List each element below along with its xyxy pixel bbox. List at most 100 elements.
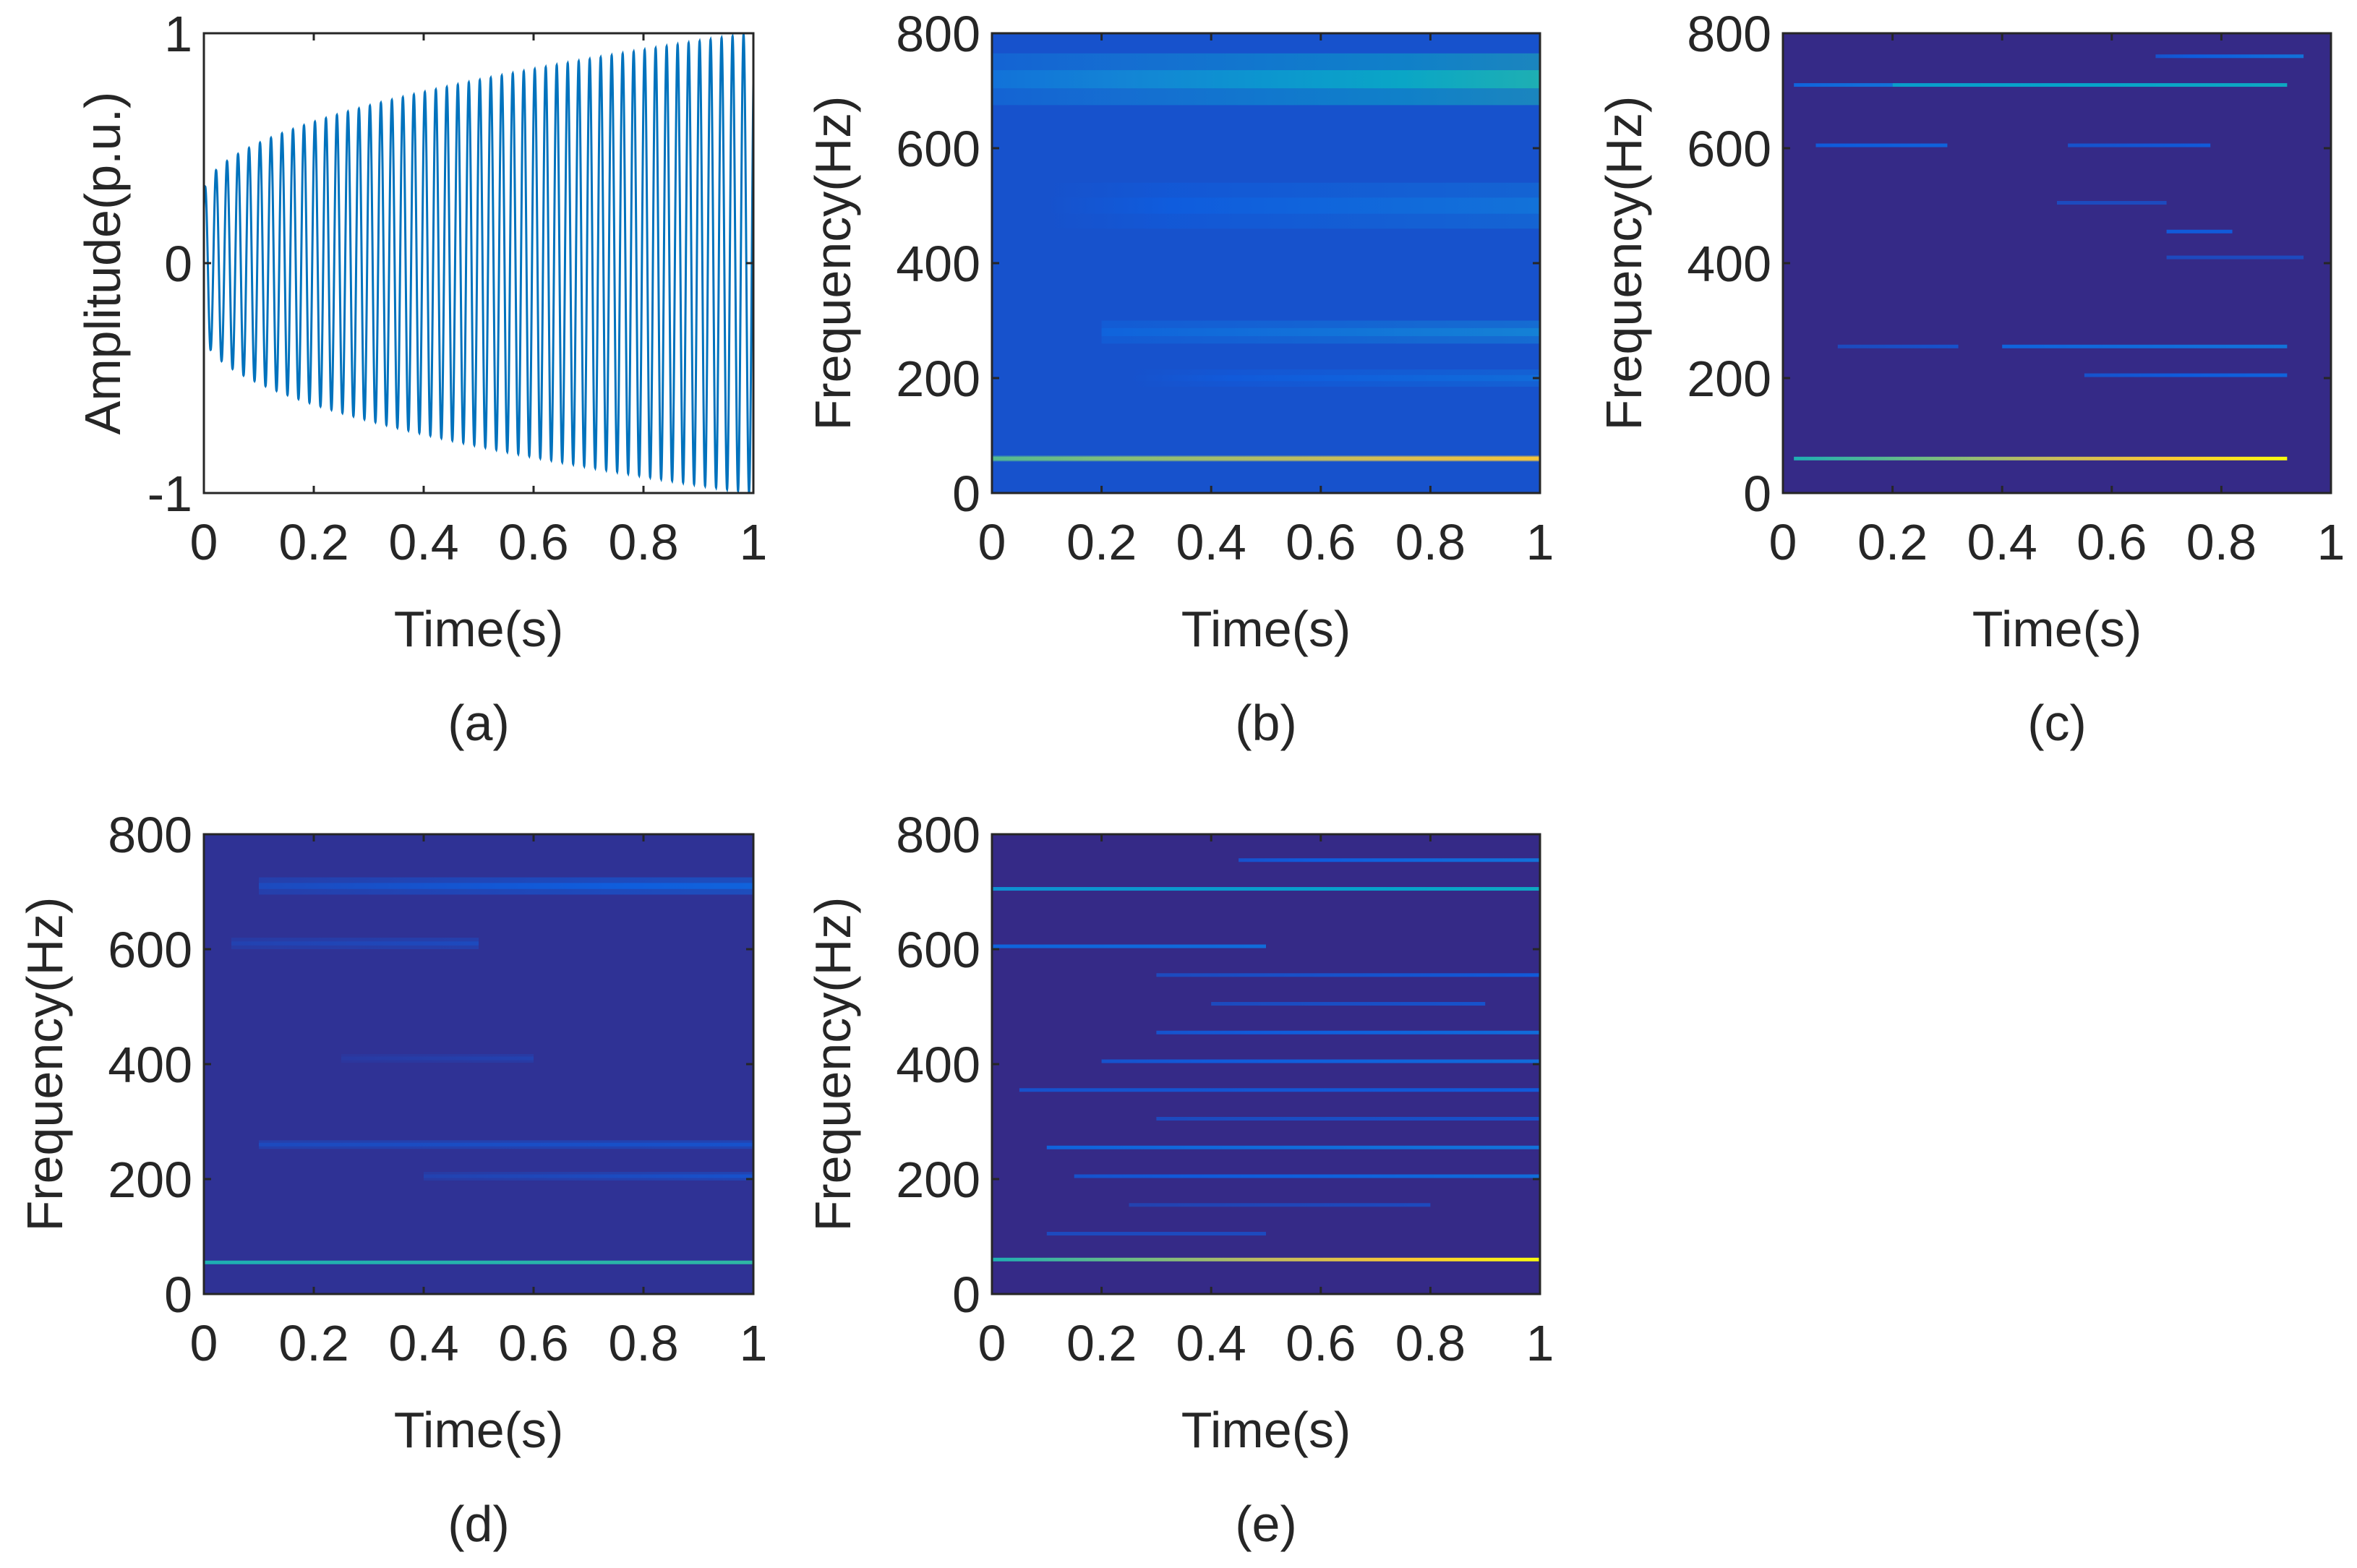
- spectral-band: [341, 1056, 534, 1061]
- spectral-band: [1101, 1059, 1540, 1063]
- heatmap-e: [992, 834, 1540, 1294]
- x-axis-label: Time(s): [1181, 1402, 1351, 1458]
- y-axis-label: Frequency(Hz): [805, 96, 861, 431]
- spectral-band: [992, 887, 1540, 891]
- y-tick-label: 400: [108, 1037, 192, 1093]
- x-tick-label: 0.6: [1286, 1315, 1356, 1371]
- x-tick-label: 1: [740, 514, 768, 570]
- spectral-band: [231, 941, 479, 946]
- x-tick-label: 0: [978, 514, 1006, 570]
- spectral-band: [1815, 143, 1948, 147]
- spectral-band: [1074, 1174, 1540, 1178]
- spectral-band: [992, 456, 1540, 460]
- x-tick-label: 0: [190, 1315, 218, 1371]
- x-tick-label: 0.6: [498, 514, 568, 570]
- panel-caption-c: (c): [2027, 695, 2087, 751]
- spectral-band: [2166, 229, 2233, 234]
- x-tick-label: 0.6: [2076, 514, 2147, 570]
- signal-line: [204, 33, 753, 493]
- spectral-band: [1101, 327, 1540, 336]
- panel-c: 0 0.2 0.4 0.6 0.8 1 0 200 400 600 800 Time(s) Freque…: [1596, 6, 2345, 751]
- x-tick-label: 0.4: [388, 1315, 458, 1371]
- x-tick-label: 1: [1526, 1315, 1554, 1371]
- panel-caption-b: (b): [1235, 695, 1297, 751]
- y-tick-label: 0: [164, 236, 192, 292]
- y-tick-label: 600: [896, 922, 980, 978]
- y-tick-label: 200: [896, 1152, 980, 1208]
- x-axis-label: Time(s): [394, 601, 564, 657]
- x-tick-label: 0: [190, 514, 218, 570]
- y-tick-label: 600: [1687, 121, 1771, 177]
- panel-caption-e: (e): [1235, 1496, 1297, 1552]
- y-tick-label: 400: [896, 1037, 980, 1093]
- x-tick-label: 0.4: [1176, 1315, 1246, 1371]
- spectral-band: [1892, 83, 2288, 87]
- spectral-band: [1046, 1145, 1540, 1149]
- spectral-band: [204, 1260, 753, 1264]
- y-tick-label: 0: [1743, 466, 1771, 522]
- x-tick-label: 0.2: [1066, 514, 1137, 570]
- spectral-band: [1156, 973, 1540, 977]
- x-tick-label: 0.2: [278, 514, 348, 570]
- x-axis-label: Time(s): [1972, 601, 2142, 657]
- y-axis-label: Frequency(Hz): [1596, 96, 1652, 431]
- spectral-band: [1239, 858, 1540, 862]
- y-tick-label: 600: [108, 922, 192, 978]
- spectral-band: [1156, 1117, 1540, 1121]
- y-axis-label: Amplitude(p.u.): [74, 92, 131, 435]
- y-tick-label: -1: [147, 466, 192, 522]
- spectral-band: [1019, 1088, 1540, 1092]
- x-tick-label: 0.8: [608, 1315, 678, 1371]
- y-tick-label: 800: [896, 6, 980, 62]
- x-tick-label: 1: [2317, 514, 2345, 570]
- x-tick-label: 0.4: [388, 514, 458, 570]
- spectral-band: [2002, 344, 2288, 348]
- panel-caption-a: (a): [448, 695, 510, 751]
- spectral-band: [1156, 1030, 1540, 1034]
- x-tick-label: 1: [740, 1315, 768, 1371]
- x-tick-label: 0.8: [1395, 514, 1466, 570]
- y-tick-label: 200: [1687, 351, 1771, 407]
- spectral-band: [992, 70, 1540, 89]
- x-tick-label: 0.2: [1857, 514, 1928, 570]
- y-tick-label: 0: [164, 1267, 192, 1323]
- x-tick-label: 0.2: [278, 1315, 348, 1371]
- heatmap-background: [992, 33, 1540, 493]
- spectral-band: [1129, 1203, 1431, 1207]
- y-tick-label: 800: [108, 807, 192, 863]
- x-axis-label: Time(s): [394, 1402, 564, 1458]
- spectral-band: [2084, 373, 2288, 377]
- panel-b: 0 0.2 0.4 0.6 0.8 1 0 200 400 600 800 Time(s) Freque…: [805, 6, 1554, 751]
- x-tick-label: 0: [978, 1315, 1006, 1371]
- heatmap-background: [992, 834, 1540, 1294]
- x-tick-label: 0.4: [1176, 514, 1246, 570]
- heatmap-background: [1783, 33, 2331, 493]
- spectral-band: [992, 944, 1266, 948]
- y-tick-label: 200: [896, 351, 980, 407]
- y-tick-label: 400: [1687, 236, 1771, 292]
- heatmap-b: [992, 33, 1540, 493]
- spectral-band: [2068, 143, 2211, 147]
- spectral-band: [259, 883, 753, 889]
- spectral-band: [2166, 255, 2304, 260]
- x-tick-label: 0.6: [1286, 514, 1356, 570]
- spectral-band: [992, 1257, 1540, 1261]
- x-axis-label: Time(s): [1181, 601, 1351, 657]
- x-tick-label: 0: [1769, 514, 1797, 570]
- y-axis-label: Frequency(Hz): [17, 897, 73, 1232]
- x-tick-label: 0.2: [1066, 1315, 1137, 1371]
- spectral-band: [1794, 83, 1893, 87]
- spectral-band: [1794, 456, 2288, 460]
- x-tick-label: 1: [1526, 514, 1554, 570]
- y-tick-label: 1: [164, 6, 192, 62]
- y-tick-label: 200: [108, 1152, 192, 1208]
- spectral-band: [2057, 201, 2167, 205]
- y-tick-label: 0: [952, 466, 980, 522]
- panel-caption-d: (d): [448, 1496, 510, 1552]
- y-tick-label: 800: [1687, 6, 1771, 62]
- x-tick-label: 0.4: [1967, 514, 2037, 570]
- spectral-band: [1046, 1232, 1266, 1236]
- spectral-band: [259, 1142, 753, 1147]
- y-axis-label: Frequency(Hz): [805, 897, 861, 1232]
